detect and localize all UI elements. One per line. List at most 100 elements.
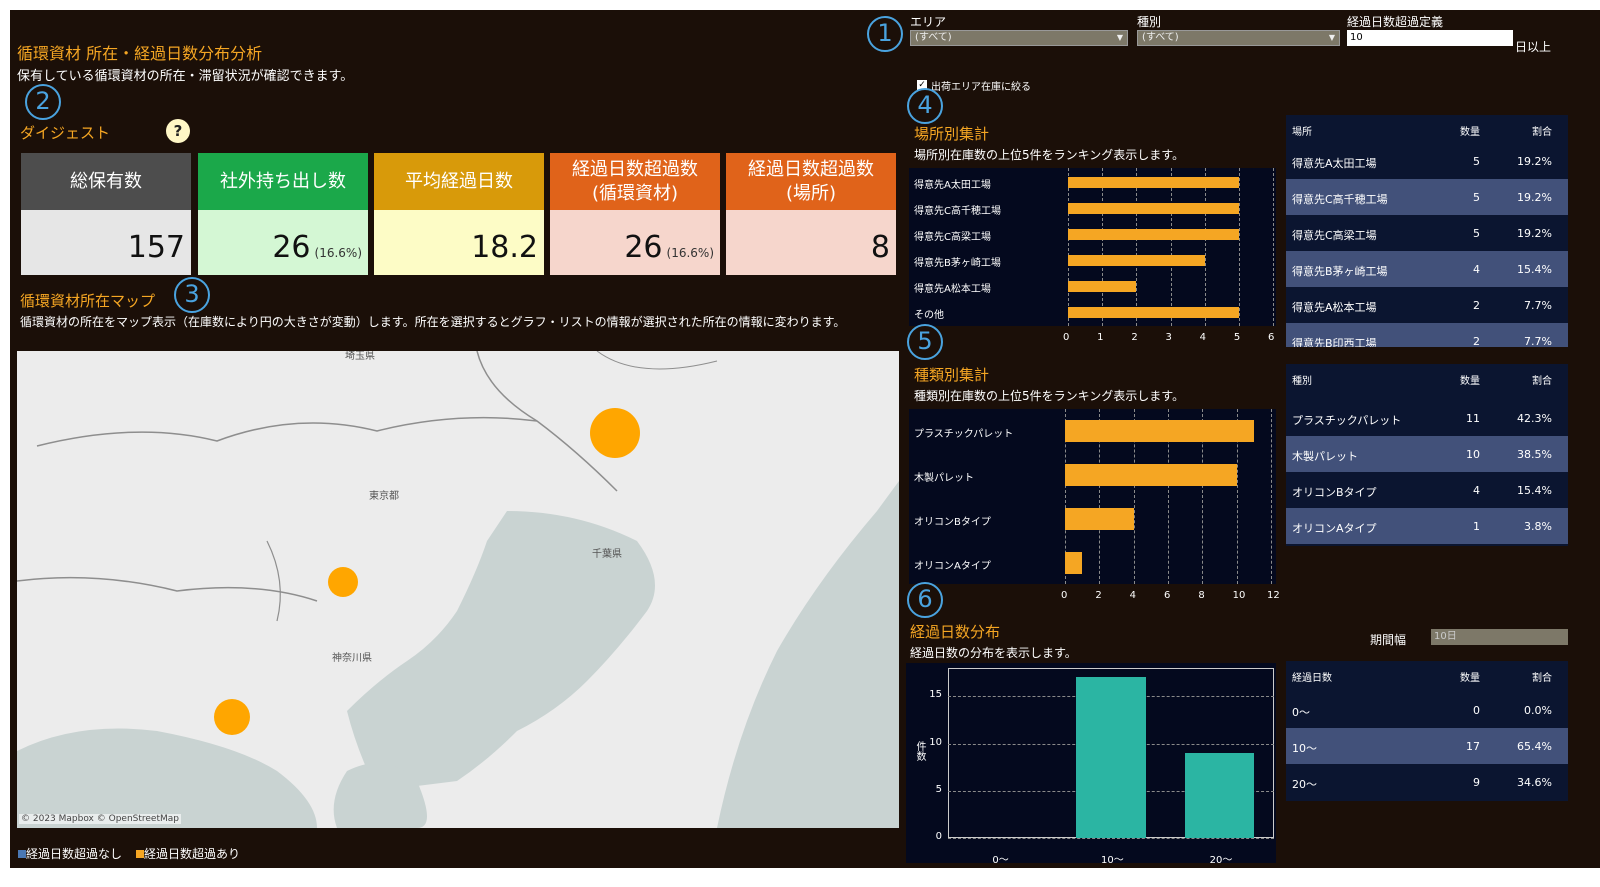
kpi-percent: (16.6%)	[314, 246, 362, 260]
type-filter-select[interactable]: (すべて) ▼	[1137, 30, 1340, 46]
map-legend: 経過日数超過なし 経過日数超過あり	[18, 845, 240, 862]
table-row[interactable]: 20～ 9 34.6%	[1286, 764, 1568, 800]
days-table[interactable]: 経過日数 数量 割合 0～ 0 0.0% 10～ 17 65.4% 20～ 9 34.6%	[1286, 661, 1568, 801]
table-header: 場所 数量 割合	[1286, 115, 1568, 143]
chart-gridline	[948, 838, 1274, 839]
table-row[interactable]: 10～ 17 65.4%	[1286, 728, 1568, 764]
map-attribution[interactable]: © 2023 Mapbox © OpenStreetMap	[19, 814, 181, 824]
location-bar-chart[interactable]: 得意先A太田工場 得意先C高千穂工場 得意先C高梁工場 得意先B茅ヶ崎工場 得意先A松本…	[909, 168, 1276, 326]
page-subtitle: 保有している循環資材の所在・滞留状況が確認できます。	[17, 69, 354, 84]
table-cell: 得意先C高千穂工場	[1292, 193, 1388, 206]
table-row[interactable]: 得意先B印西工場 2 7.7%	[1286, 323, 1568, 347]
table-row[interactable]: オリコンBタイプ 4 15.4%	[1286, 472, 1568, 508]
table-cell: 得意先C高梁工場	[1292, 229, 1377, 242]
chart-tick-label: 6	[1164, 590, 1171, 601]
chart-gridline	[1271, 409, 1272, 584]
kpi-card[interactable]: 平均経過日数 18.2	[374, 153, 544, 275]
map-label-kanagawa: 神奈川県	[332, 653, 372, 664]
table-cell: 2	[1473, 335, 1480, 347]
chart-bar[interactable]	[1068, 254, 1205, 266]
location-table[interactable]: 場所 数量 割合 得意先A太田工場 5 19.2% 得意先C高千穂工場 5 19.2% 得意先C高…	[1286, 115, 1568, 347]
threshold-input[interactable]: 10	[1347, 30, 1513, 46]
chart-bar[interactable]	[1068, 306, 1239, 318]
chart-gridline	[1133, 409, 1135, 584]
kpi-body: 157	[21, 210, 191, 275]
kpi-number: 8	[870, 230, 890, 265]
chart-bar[interactable]	[1065, 508, 1134, 530]
table-row[interactable]: 得意先B茅ヶ崎工場 4 15.4%	[1286, 251, 1568, 287]
area-filter-select[interactable]: (すべて) ▼	[910, 30, 1128, 46]
table-cell: 3.8%	[1524, 520, 1552, 533]
table-row[interactable]: 得意先C高千穂工場 5 19.2%	[1286, 179, 1568, 215]
threshold-unit: 日以上	[1515, 40, 1552, 54]
chart-gridline	[1202, 409, 1204, 584]
table-row[interactable]: オリコンAタイプ 1 3.8%	[1286, 508, 1568, 544]
chart-category-label: オリコンBタイプ	[914, 517, 991, 528]
chart-bar[interactable]	[1184, 753, 1255, 838]
days-bar-chart[interactable]: 0 5 10 15 件数 0～ 10～ 20～	[906, 663, 1276, 866]
help-icon[interactable]: ?	[166, 119, 190, 143]
chart-category-label: 得意先C高梁工場	[914, 232, 991, 243]
table-cell: 20～	[1292, 778, 1317, 791]
chart-bar[interactable]	[1065, 420, 1254, 442]
table-row[interactable]: 得意先A太田工場 5 19.2%	[1286, 143, 1568, 179]
marker-3: 3	[174, 277, 210, 313]
kpi-percent: (16.6%)	[666, 246, 714, 260]
location-map[interactable]: 埼玉県 東京都 千葉県 神奈川県 © 2023 Mapbox © OpenStr…	[17, 351, 899, 828]
chart-bar[interactable]	[1068, 176, 1239, 188]
map-bubble[interactable]	[328, 567, 358, 597]
map-description: 循環資材の所在をマップ表示（在庫数により円の大きさが変動）します。所在を選択する…	[20, 315, 846, 329]
table-header-ratio: 割合	[1532, 127, 1552, 138]
kpi-card[interactable]: 社外持ち出し数 26 (16.6%)	[198, 153, 368, 275]
chart-tick-label: 2	[1095, 590, 1102, 601]
chart-bar[interactable]	[1068, 202, 1239, 214]
map-label-chiba: 千葉県	[592, 549, 622, 560]
marker-1: 1	[867, 16, 903, 52]
kpi-card[interactable]: 総保有数 157	[21, 153, 191, 275]
kpi-body: 8	[726, 210, 896, 275]
table-cell: 34.6%	[1517, 776, 1552, 789]
table-row[interactable]: 木製パレット 10 38.5%	[1286, 436, 1568, 472]
marker-5: 5	[907, 324, 943, 360]
map-label-tokyo: 東京都	[369, 491, 399, 502]
kpi-value: 18.2	[471, 230, 538, 265]
chart-gridline	[1236, 409, 1238, 584]
kpi-card[interactable]: 経過日数超過数 (場所) 8	[726, 153, 896, 275]
chart-category-label: オリコンAタイプ	[914, 561, 991, 572]
area-stock-checkbox[interactable]: ✓	[917, 80, 927, 90]
table-row[interactable]: 得意先A松本工場 2 7.7%	[1286, 287, 1568, 323]
chart-tick-label: 4	[1129, 590, 1137, 601]
chart-bar[interactable]	[1065, 552, 1083, 574]
chart-tick-label: 12	[1267, 590, 1280, 601]
table-header-name: 場所	[1292, 127, 1312, 138]
chart-bar[interactable]	[1065, 464, 1237, 486]
kpi-label: 社外持ち出し数	[198, 153, 368, 210]
chart-tick-label: 4	[1199, 332, 1207, 343]
marker-2: 2	[25, 84, 61, 120]
chart-gridline	[1065, 409, 1066, 584]
kpi-label: 総保有数	[21, 153, 191, 210]
type-bar-chart[interactable]: プラスチックパレット 木製パレット オリコンBタイプ オリコンAタイプ	[909, 409, 1276, 584]
table-header-name: 種別	[1292, 376, 1312, 387]
map-label-saitama: 埼玉県	[345, 351, 375, 362]
kpi-card[interactable]: 経過日数超過数 (循環資材) 26 (16.6%)	[550, 153, 720, 275]
chart-gridline	[1068, 168, 1069, 326]
table-cell: 10～	[1292, 742, 1317, 755]
table-cell: 得意先B茅ヶ崎工場	[1292, 265, 1388, 278]
chart-category-label: 20～	[1209, 855, 1233, 866]
table-cell: 15.4%	[1517, 263, 1552, 276]
table-row[interactable]: 0～ 0 0.0%	[1286, 692, 1568, 728]
map-bubble[interactable]	[214, 699, 250, 735]
table-header-ratio: 割合	[1532, 376, 1552, 387]
map-bubble[interactable]	[590, 408, 640, 458]
table-row[interactable]: 得意先C高梁工場 5 19.2%	[1286, 215, 1568, 251]
chart-bar[interactable]	[1068, 280, 1137, 292]
kpi-label: 平均経過日数	[374, 153, 544, 210]
digest-title: ダイジェスト	[20, 124, 111, 142]
type-table[interactable]: 種別 数量 割合 プラスチックパレット 11 42.3% 木製パレット 10 38.5% オリコン…	[1286, 364, 1568, 546]
chart-tick-label: 5	[935, 783, 942, 795]
table-row[interactable]: プラスチックパレット 11 42.3%	[1286, 400, 1568, 436]
period-input[interactable]: 10日	[1431, 629, 1568, 645]
chart-bar[interactable]	[1076, 677, 1146, 838]
chart-bar[interactable]	[1068, 228, 1239, 240]
